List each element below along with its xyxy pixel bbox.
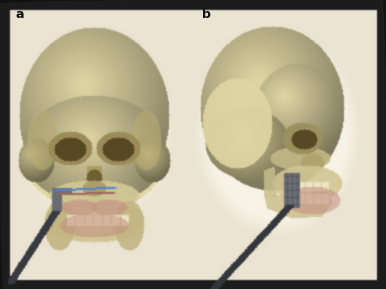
Text: a: a: [16, 8, 24, 21]
Text: b: b: [202, 8, 211, 21]
